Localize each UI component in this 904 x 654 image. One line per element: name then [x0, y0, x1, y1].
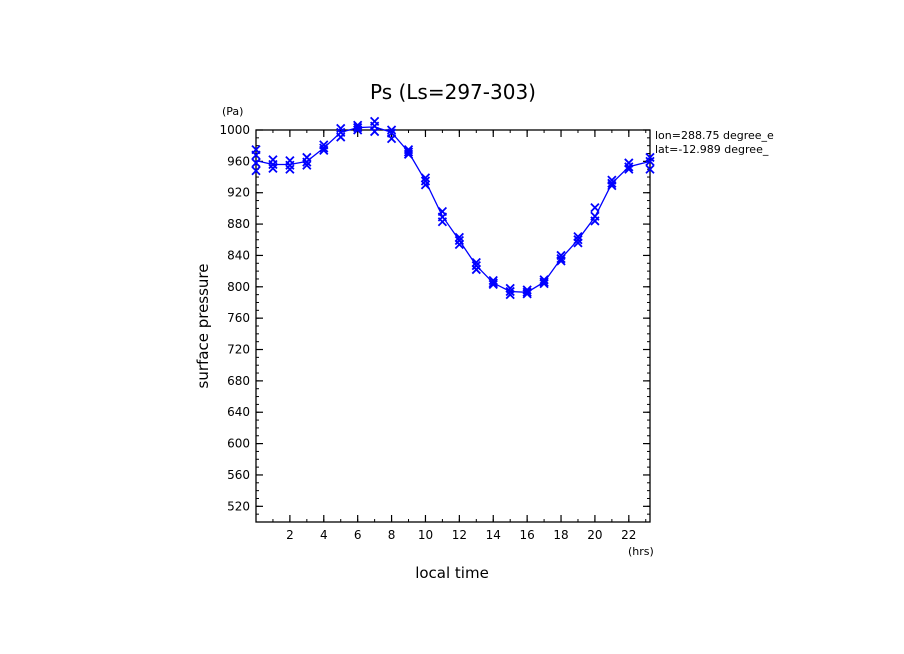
x-tick-label: 20	[587, 528, 602, 542]
plot-area-border	[255, 129, 651, 523]
data-point	[251, 158, 261, 168]
y-tick-label: 1000	[219, 123, 250, 137]
data-point	[454, 235, 464, 246]
data-point	[302, 160, 312, 170]
data-point	[302, 157, 312, 167]
data-point	[539, 275, 549, 285]
data-point	[607, 181, 617, 191]
series-line	[255, 126, 651, 293]
data-point	[522, 287, 532, 297]
data-point	[353, 125, 363, 135]
y-tick-label: 600	[227, 437, 250, 451]
data-point	[268, 163, 278, 174]
x-tick-label: 14	[486, 528, 501, 542]
data-point	[505, 290, 515, 300]
data-point	[403, 147, 414, 157]
data-point	[624, 162, 634, 172]
data-point	[488, 278, 498, 288]
x-tick-label: 12	[452, 528, 467, 542]
data-point	[268, 159, 278, 170]
data-point	[471, 257, 481, 268]
data-point	[251, 166, 261, 176]
data-point	[522, 289, 532, 299]
lat-annotation: lat=-12.989 degree_	[655, 143, 769, 156]
x-unit: (hrs)	[628, 545, 654, 558]
data-point	[539, 279, 549, 289]
data-point	[437, 217, 448, 227]
data-point	[353, 123, 363, 133]
data-point	[556, 256, 566, 266]
data-point	[488, 279, 498, 290]
y-tick-label: 640	[227, 405, 250, 419]
data-point	[539, 277, 549, 287]
data-point	[522, 285, 532, 295]
y-tick-label: 880	[227, 217, 250, 231]
data-point	[420, 173, 431, 183]
data-point	[471, 264, 481, 275]
data-point	[420, 176, 431, 186]
data-point	[645, 156, 655, 166]
data-point	[319, 145, 329, 156]
y-tick-label: 520	[227, 499, 250, 513]
data-point	[403, 149, 414, 159]
x-tick-label: 4	[320, 528, 328, 542]
data-point	[251, 150, 261, 160]
data-point	[573, 235, 583, 245]
data-point	[336, 123, 346, 134]
y-tick-label: 920	[227, 186, 250, 200]
data-point	[590, 202, 600, 213]
data-point	[285, 164, 295, 174]
y-unit: (Pa)	[222, 105, 243, 118]
data-point	[285, 160, 295, 170]
data-point	[488, 275, 498, 286]
data-point	[624, 164, 634, 174]
x-tick-label: 22	[621, 528, 636, 542]
x-tick-label: 10	[418, 528, 433, 542]
x-tick-label: 8	[388, 528, 396, 542]
x-axis-label: local time	[415, 564, 489, 582]
data-point	[420, 180, 431, 190]
axis-ticks: 2 4 6 8 10 12 14 16 18 20 22 520 560 600 640 680 720 760 8…	[219, 123, 650, 542]
y-tick-label: 720	[227, 343, 250, 357]
data-point	[386, 133, 397, 144]
data-point	[556, 253, 566, 264]
lon-annotation: lon=288.75 degree_e	[655, 129, 774, 142]
x-tick-label: 16	[519, 528, 534, 542]
chart-title: Ps (Ls=297-303)	[370, 80, 536, 104]
y-tick-label: 560	[227, 468, 250, 482]
data-point	[369, 126, 380, 137]
x-tick-label: 18	[553, 528, 568, 542]
data-point	[645, 164, 655, 174]
data-point	[319, 143, 329, 153]
y-tick-label: 680	[227, 374, 250, 388]
data-point	[607, 178, 617, 188]
data-point	[336, 132, 346, 142]
y-axis-label: surface pressure	[194, 264, 212, 389]
data-point	[505, 286, 515, 297]
series-group	[251, 116, 655, 300]
data-point	[471, 260, 481, 271]
data-point	[386, 125, 397, 135]
data-point	[454, 239, 464, 250]
data-point	[454, 232, 464, 243]
data-point	[573, 238, 583, 248]
y-tick-label: 800	[227, 280, 250, 294]
plot-frame	[255, 129, 651, 523]
x-tick-label: 6	[354, 528, 362, 542]
x-tick-label: 2	[286, 528, 294, 542]
y-tick-label: 760	[227, 311, 250, 325]
data-point	[590, 216, 600, 226]
y-tick-label: 960	[227, 154, 250, 168]
data-point	[645, 152, 655, 163]
y-tick-label: 840	[227, 248, 250, 262]
